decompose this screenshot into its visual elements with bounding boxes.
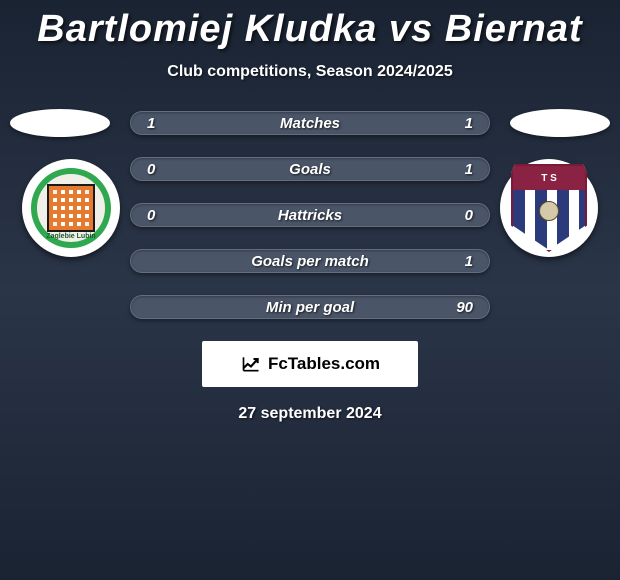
stat-row-matches: 1 Matches 1	[130, 111, 490, 135]
club-crest-left: Zaglebie Lubin	[22, 159, 120, 257]
stat-right-value: 0	[443, 207, 473, 224]
player-silhouette-left	[10, 109, 110, 137]
stat-right-value: 90	[443, 299, 473, 316]
stat-left-value: 0	[147, 207, 177, 224]
stat-right-value: 1	[443, 161, 473, 178]
crest-right-ball	[539, 201, 559, 221]
crest-right-top: T S	[513, 166, 585, 191]
crest-left-graphic: Zaglebie Lubin	[31, 168, 111, 248]
stat-label: Hattricks	[278, 207, 342, 224]
stat-label: Min per goal	[266, 299, 354, 316]
snapshot-date: 27 september 2024	[0, 405, 620, 423]
stat-row-goals-per-match: Goals per match 1	[130, 249, 490, 273]
player-silhouette-right	[510, 109, 610, 137]
stat-row-min-per-goal: Min per goal 90	[130, 295, 490, 319]
watermark-badge: FcTables.com	[202, 341, 418, 387]
crest-left-label: Zaglebie Lubin	[46, 233, 95, 240]
stat-rows: 1 Matches 1 0 Goals 1 0 Hattricks 0 Goal…	[130, 109, 490, 319]
stat-right-value: 1	[443, 115, 473, 132]
club-crest-right: T S	[500, 159, 598, 257]
watermark-text: FcTables.com	[268, 354, 380, 374]
comparison-panel: Zaglebie Lubin T S 1 Matches 1 0 Goals 1…	[0, 109, 620, 423]
page-subtitle: Club competitions, Season 2024/2025	[0, 63, 620, 81]
stat-label: Goals	[289, 161, 331, 178]
stat-label: Matches	[280, 115, 340, 132]
stat-row-goals: 0 Goals 1	[130, 157, 490, 181]
stat-left-value: 1	[147, 115, 177, 132]
stat-label: Goals per match	[251, 253, 369, 270]
page-title: Bartlomiej Kludka vs Biernat	[0, 0, 620, 51]
stat-row-hattricks: 0 Hattricks 0	[130, 203, 490, 227]
chart-up-icon	[240, 354, 262, 374]
stat-left-value: 0	[147, 161, 177, 178]
crest-right-graphic: T S	[511, 164, 587, 252]
stat-right-value: 1	[443, 253, 473, 270]
